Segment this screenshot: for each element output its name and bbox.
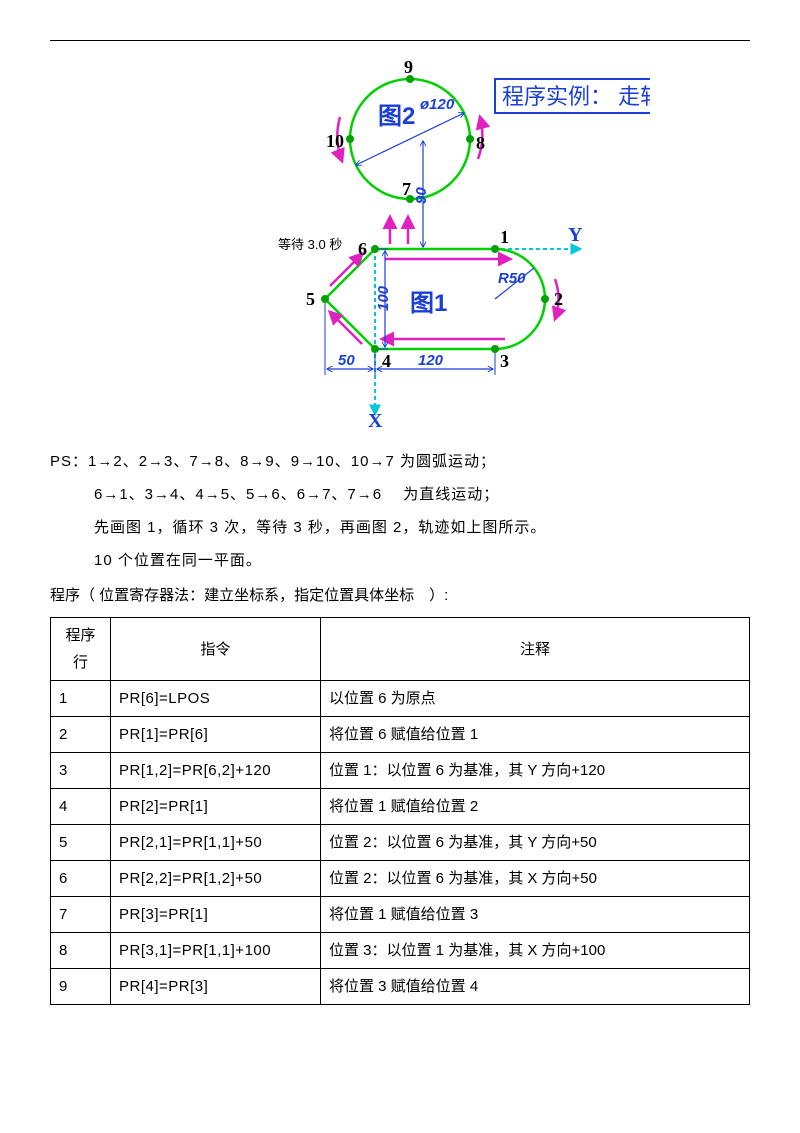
pt-4 [371,345,379,353]
pt-2-num: 2 [554,289,563,309]
cell-note: 将位置 1 赋值给位置 2 [321,789,750,825]
cell-row: 7 [51,897,111,933]
pt-3 [491,345,499,353]
cell-note: 将位置 3 赋值给位置 4 [321,969,750,1005]
table-row: 2PR[1]=PR[6]将位置 6 赋值给位置 1 [51,717,750,753]
pt-3-num: 3 [500,351,509,371]
dim-50: 50 [338,352,355,369]
ps-line-3: 先画图 1，循环 3 次，等待 3 秒，再画图 2，轨迹如上图所示。 [50,514,750,541]
program-table: 程序行 指令 注释 1PR[6]=LPOS以位置 6 为原点2PR[1]=PR[… [50,617,750,1005]
diagram-wrapper: 程序实例： 走轨迹 Y X 图2 ø120 图1 R50 90 100 50 1… [50,49,750,438]
dim-d120: ø120 [420,96,455,113]
cell-row: 9 [51,969,111,1005]
cell-row: 6 [51,861,111,897]
cell-note: 位置 2：以位置 6 为基准，其 X 方向+50 [321,861,750,897]
pt-1-num: 1 [500,227,509,247]
dim-90: 90 [413,187,430,204]
th-row: 程序行 [51,618,111,681]
pt-10-num: 10 [326,131,344,151]
x-axis-label: X [368,410,383,429]
th-cmd: 指令 [111,618,321,681]
cell-note: 将位置 6 赋值给位置 1 [321,717,750,753]
cell-note: 位置 3：以位置 1 为基准，其 X 方向+100 [321,933,750,969]
program-intro: 程序（ 位置寄存器法：建立坐标系，指定位置具体坐标 ）: [50,582,750,609]
cell-note: 位置 1：以位置 6 为基准，其 Y 方向+120 [321,753,750,789]
pt-5-num: 5 [306,289,315,309]
ps-line-2: 6→1、3→4、4→5、5→6、6→7、7→6 为直线运动； [50,481,750,508]
table-row: 9PR[4]=PR[3]将位置 3 赋值给位置 4 [51,969,750,1005]
table-row: 3PR[1,2]=PR[6,2]+120位置 1：以位置 6 为基准，其 Y 方… [51,753,750,789]
pt-7-num: 7 [402,179,411,199]
pt-1 [491,245,499,253]
table-row: 8PR[3,1]=PR[1,1]+100位置 3：以位置 1 为基准，其 X 方… [51,933,750,969]
wait-label: 等待 3.0 秒 [278,237,342,252]
cell-row: 5 [51,825,111,861]
cell-cmd: PR[1,2]=PR[6,2]+120 [111,753,321,789]
table-row: 6PR[2,2]=PR[1,2]+50位置 2：以位置 6 为基准，其 X 方向… [51,861,750,897]
dim-r50: R50 [498,270,526,287]
pt-8 [466,135,474,143]
cell-cmd: PR[2,1]=PR[1,1]+50 [111,825,321,861]
pt-2 [541,295,549,303]
cell-row: 8 [51,933,111,969]
cell-cmd: PR[3,1]=PR[1,1]+100 [111,933,321,969]
cell-cmd: PR[6]=LPOS [111,681,321,717]
pt-6-num: 6 [358,239,367,259]
cell-note: 以位置 6 为原点 [321,681,750,717]
title-box-text: 程序实例： 走轨迹 [502,84,650,109]
pt-6 [371,245,379,253]
arrow-4-5 [330,312,362,344]
cell-cmd: PR[1]=PR[6] [111,717,321,753]
pt-9-num: 9 [404,57,413,77]
fig2-label: 图2 [378,103,415,130]
y-axis-label: Y [568,224,583,246]
ps-line-4: 10 个位置在同一平面。 [50,547,750,574]
cell-note: 位置 2：以位置 6 为基准，其 Y 方向+50 [321,825,750,861]
cell-row: 1 [51,681,111,717]
top-rule [50,40,750,41]
cell-row: 3 [51,753,111,789]
cell-row: 4 [51,789,111,825]
pt-8-num: 8 [476,133,485,153]
cell-cmd: PR[2]=PR[1] [111,789,321,825]
trajectory-diagram: 程序实例： 走轨迹 Y X 图2 ø120 图1 R50 90 100 50 1… [150,49,650,429]
table-row: 7PR[3]=PR[1]将位置 1 赋值给位置 3 [51,897,750,933]
ps-line-1: PS：1→2、2→3、7→8、8→9、9→10、10→7 为圆弧运动； [50,448,750,475]
dim-120: 120 [418,352,444,369]
dim-100: 100 [375,285,392,311]
table-row: 5PR[2,1]=PR[1,1]+50位置 2：以位置 6 为基准，其 Y 方向… [51,825,750,861]
th-note: 注释 [321,618,750,681]
cell-cmd: PR[4]=PR[3] [111,969,321,1005]
pt-10 [346,135,354,143]
ps-block: PS：1→2、2→3、7→8、8→9、9→10、10→7 为圆弧运动； 6→1、… [50,448,750,574]
table-header-row: 程序行 指令 注释 [51,618,750,681]
fig1-label: 图1 [410,290,447,317]
cell-note: 将位置 1 赋值给位置 3 [321,897,750,933]
pt-4-num: 4 [382,351,391,371]
cell-cmd: PR[2,2]=PR[1,2]+50 [111,861,321,897]
cell-row: 2 [51,717,111,753]
pt-5 [321,295,329,303]
cell-cmd: PR[3]=PR[1] [111,897,321,933]
table-row: 4PR[2]=PR[1]将位置 1 赋值给位置 2 [51,789,750,825]
table-row: 1PR[6]=LPOS以位置 6 为原点 [51,681,750,717]
